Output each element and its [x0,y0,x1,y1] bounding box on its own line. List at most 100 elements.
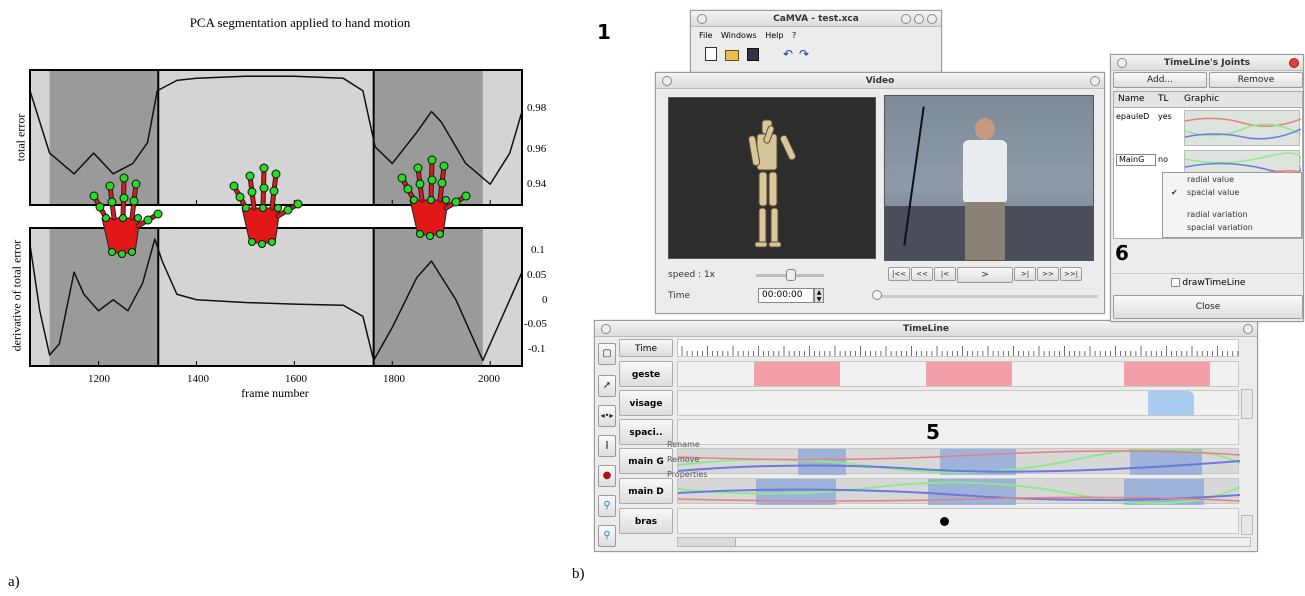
callout-6: 6 [1115,241,1129,265]
joint-name-field[interactable]: MainG [1116,154,1156,166]
time-ruler[interactable] [677,339,1239,357]
person-head [975,118,995,140]
open-folder-icon[interactable] [725,50,739,61]
time-slider-track[interactable] [878,295,1098,298]
record-icon[interactable]: ● [598,465,616,487]
track-label-visage[interactable]: visage [619,390,673,416]
context-remove[interactable]: Remove [667,455,700,464]
joint-row-tl[interactable]: yes [1158,112,1172,121]
track-label-geste[interactable]: geste [619,361,673,387]
track-label-bras[interactable]: bras [619,508,673,534]
menu-radial-variation[interactable]: radial variation [1187,210,1248,219]
horizontal-scrollbar[interactable] [677,537,1251,547]
track-bras: bras [619,508,1239,536]
avatar-3d-view [668,97,876,259]
minimize-icon[interactable] [901,14,911,24]
hand-skeleton-1 [80,168,170,258]
track-label-spaci[interactable]: spaci.. [619,419,673,445]
track-main-d-area[interactable] [677,478,1240,505]
track-main-g: main G [619,448,1240,476]
video-titlebar: Video [656,73,1104,89]
camva-title: CaMVA - test.xca [773,14,859,24]
timeline-toolbar: ▢ ➚ ◂•▸ I ● ⚲ ⚲ [598,343,616,549]
time-spinner-icon[interactable]: ▲ ▼ [814,288,824,303]
rewind-button[interactable]: << [911,267,933,281]
remove-joint-button[interactable]: Remove [1209,72,1303,88]
track-label-main-g[interactable]: main G [619,448,673,474]
track-visage-area[interactable] [677,390,1239,416]
panel-label-b: b) [572,566,585,582]
plot-title: PCA segmentation applied to hand motion [189,15,411,30]
xtick-1400: 1400 [187,373,209,385]
context-properties[interactable]: Properties [667,470,708,479]
new-track-icon[interactable]: ▢ [598,343,616,365]
zoom-out-icon[interactable]: ⚲ [598,525,616,547]
close-button[interactable]: Close [1113,295,1303,319]
step-forward-button[interactable]: >| [1014,267,1036,281]
segment-geste-1[interactable] [754,362,840,386]
top-ytick-096: 0.96 [527,143,547,155]
joints-close-icon[interactable] [1289,58,1299,68]
redo-icon[interactable]: ↷ [799,47,810,61]
save-disk-icon[interactable] [747,48,759,61]
track-spaci-area[interactable] [677,419,1239,445]
col-tl: TL [1158,94,1169,104]
camva-window: CaMVA - test.xca File Windows Help ? ↶ ↷ [690,10,942,76]
timeline-title: TimeLine [902,324,950,334]
menu-windows[interactable]: Windows [720,31,757,40]
segment-visage-1[interactable] [1148,391,1194,415]
menu-spacial-variation[interactable]: spacial variation [1187,223,1253,232]
track-main-g-area[interactable] [677,448,1240,475]
go-end-button[interactable]: >>| [1060,267,1082,281]
horizontal-scroll-thumb[interactable] [678,538,736,546]
joint-graphic-1 [1184,110,1302,146]
vertical-scrollbar-top[interactable] [1241,389,1253,419]
joint-row-tl-2[interactable]: no [1158,155,1168,164]
graphic-type-menu: radial value ✔ spacial value radial vari… [1162,172,1302,238]
play-button[interactable]: > [957,267,1013,283]
menu-spacial-value[interactable]: spacial value [1187,188,1240,197]
video-window-icon [662,76,672,86]
vertical-scrollbar-bottom[interactable] [1241,515,1253,535]
step-back-button[interactable]: |< [934,267,956,281]
menu-question[interactable]: ? [792,31,797,40]
col-graphic: Graphic [1184,94,1220,104]
video-title: Video [865,76,895,86]
time-label: Time [668,291,691,301]
segment-geste-3[interactable] [1124,362,1210,386]
track-geste-area[interactable] [677,361,1239,387]
menu-help[interactable]: Help [765,31,784,40]
speed-slider-handle[interactable] [786,269,796,281]
close-icon[interactable] [927,14,937,24]
timeline-window-icon [601,324,611,334]
add-joint-button[interactable]: Add... [1113,72,1207,88]
move-icon[interactable]: ◂•▸ [598,405,616,427]
fast-forward-button[interactable]: >> [1037,267,1059,281]
top-ytick-094: 0.94 [527,178,547,190]
new-file-icon[interactable] [705,47,717,61]
time-slider-handle[interactable] [872,290,882,300]
track-label-main-d[interactable]: main D [619,478,673,504]
joint-row-name[interactable]: epauleD [1116,112,1150,121]
maximize-icon[interactable] [914,14,924,24]
time-input[interactable]: 00:00:00 [758,288,814,303]
menu-radial-value[interactable]: radial value [1187,175,1235,184]
main-d-curves [678,481,1240,505]
track-bras-area[interactable] [677,508,1239,534]
segment-main-g-3[interactable] [1130,449,1202,475]
undo-icon[interactable]: ↶ [783,47,794,61]
track-geste: geste [619,361,1239,389]
bras-marker[interactable] [940,517,949,526]
timeline-close-icon[interactable] [1243,324,1253,334]
segment-geste-2[interactable] [926,362,1012,386]
go-start-button[interactable]: |<< [888,267,910,281]
zoom-in-icon[interactable]: ⚲ [598,495,616,517]
pointer-icon[interactable]: ➚ [598,375,616,397]
ruler-ticks [681,346,1239,356]
video-close-icon[interactable] [1090,76,1100,86]
context-rename[interactable]: Rename [667,440,700,449]
menu-file[interactable]: File [699,31,713,40]
joints-window: TimeLine's Joints Add... Remove Name TL … [1110,54,1304,322]
text-cursor-icon[interactable]: I [598,435,616,457]
draw-timeline-checkbox[interactable] [1170,278,1180,287]
